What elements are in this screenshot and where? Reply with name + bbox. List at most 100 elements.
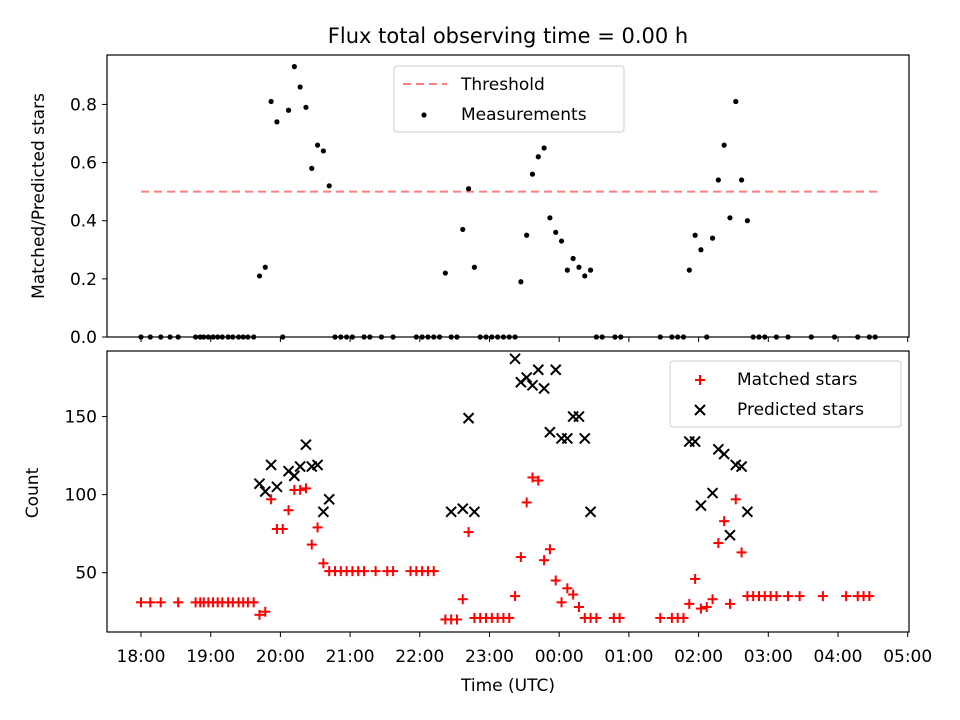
- predicted-star-point: [317, 506, 330, 518]
- matched-stars-points: [136, 472, 875, 625]
- measurement-point: [158, 334, 164, 340]
- ratio-y-tick-label: 0.0: [70, 328, 97, 348]
- measurement-point: [230, 334, 236, 340]
- measurement-point: [587, 267, 594, 273]
- measurement-point: [524, 232, 530, 238]
- measurement-point: [262, 264, 268, 270]
- matched-star-point: [701, 602, 712, 613]
- measurement-point: [495, 334, 501, 340]
- measurement-point: [326, 183, 332, 189]
- predicted-star-point: [445, 506, 457, 518]
- matched-star-point: [515, 552, 526, 563]
- measurement-point: [225, 334, 231, 340]
- measurement-point: [576, 264, 582, 270]
- x-tick-label: 22:00: [395, 647, 444, 667]
- measurement-point: [535, 154, 541, 160]
- count-y-tick-label: 100: [65, 486, 97, 506]
- measurement-point: [599, 334, 605, 340]
- measurement-point: [285, 107, 292, 113]
- x-tick-label: 00:00: [535, 647, 584, 667]
- predicted-stars-points: [253, 353, 754, 541]
- measurement-point: [541, 145, 547, 151]
- measurement-point: [808, 334, 814, 340]
- measurement-point: [367, 334, 373, 340]
- measurement-point: [773, 334, 780, 340]
- measurement-point: [477, 334, 483, 340]
- measurement-point: [256, 273, 263, 279]
- measurement-point: [431, 334, 437, 340]
- ratio-y-tick-label: 0.4: [70, 212, 97, 232]
- measurement-point: [715, 177, 721, 183]
- matched-star-point: [707, 594, 718, 605]
- measurement-point: [332, 334, 338, 340]
- matched-star-point: [277, 523, 288, 534]
- measurement-point: [582, 273, 588, 279]
- measurement-point: [147, 334, 153, 340]
- measurement-point: [558, 238, 565, 244]
- measurement-point: [274, 119, 280, 125]
- matched-star-point: [568, 589, 579, 600]
- measurement-point: [570, 255, 576, 262]
- measurement-point: [612, 334, 618, 340]
- measurement-point: [553, 229, 559, 235]
- matched-star-point: [359, 566, 370, 577]
- matched-star-point: [533, 475, 544, 486]
- count-y-tick-label: 150: [65, 408, 97, 428]
- predicted-star-point: [561, 432, 574, 445]
- measurement-point: [460, 226, 466, 233]
- predicted-star-point: [457, 502, 469, 515]
- measurement-point: [727, 215, 733, 221]
- matched-star-point: [318, 558, 329, 569]
- ratio-y-axis-label: Matched/Predicted stars: [29, 93, 49, 299]
- measurement-point: [280, 334, 286, 340]
- predicted-star-point: [735, 460, 748, 473]
- measurement-point: [657, 334, 663, 340]
- count-y-axis-label: Count: [23, 467, 43, 518]
- measurement-point: [709, 235, 716, 241]
- legend-threshold-label: Threshold: [460, 75, 545, 95]
- matched-star-point: [388, 566, 399, 577]
- measurement-point: [866, 334, 872, 340]
- predicted-star-point: [550, 364, 562, 376]
- predicted-star-point: [526, 379, 539, 392]
- predicted-star-point: [718, 448, 730, 460]
- legend-predicted-marker: [694, 404, 706, 416]
- matched-star-point: [283, 505, 294, 516]
- measurement-point: [309, 165, 315, 171]
- measurement-point: [344, 334, 350, 340]
- measurement-point: [338, 334, 344, 340]
- ratio-y-tick-label: 0.2: [70, 270, 97, 290]
- predicted-star-point: [323, 493, 335, 506]
- measurement-point: [855, 334, 861, 340]
- measurement-point: [698, 247, 704, 253]
- matched-star-point: [539, 555, 550, 566]
- matched-star-point: [136, 597, 146, 608]
- matched-star-point: [690, 573, 701, 584]
- measurement-point: [500, 334, 507, 340]
- matched-star-point: [173, 597, 184, 608]
- x-tick-label: 18:00: [117, 647, 166, 667]
- ratio-x-ticks: [140, 337, 909, 342]
- matched-star-point: [248, 597, 259, 608]
- matched-star-point: [306, 539, 317, 550]
- measurement-point: [593, 334, 599, 340]
- measurement-point: [297, 84, 303, 90]
- measurement-point: [547, 215, 553, 221]
- measurement-point: [750, 334, 756, 340]
- x-tick-label: 05:00: [883, 647, 932, 667]
- matched-star-point: [730, 494, 741, 505]
- count-plot-frame: [106, 350, 910, 633]
- ratio-panel: 0.00.20.40.60.8 Matched/Predicted stars …: [29, 54, 910, 348]
- measurement-point: [235, 334, 242, 340]
- x-tick-label: 20:00: [256, 647, 305, 667]
- matched-star-point: [719, 516, 730, 527]
- predicted-star-point: [288, 470, 301, 482]
- measurement-point: [210, 334, 216, 340]
- measurement-point: [483, 334, 489, 340]
- measurement-point: [872, 334, 878, 340]
- matched-star-point: [295, 484, 306, 495]
- measurement-point: [442, 270, 448, 276]
- measurement-point: [215, 334, 221, 340]
- matched-star-point: [794, 591, 805, 602]
- measurement-point: [756, 334, 762, 340]
